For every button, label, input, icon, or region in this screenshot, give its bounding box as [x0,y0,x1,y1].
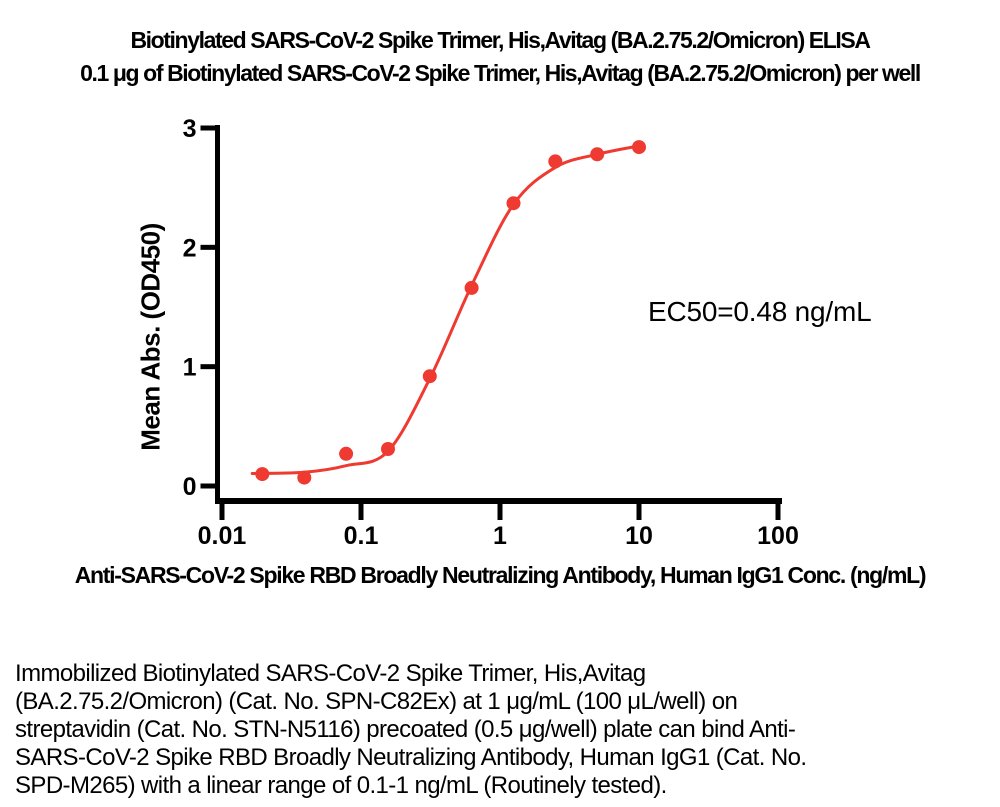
description-line: SARS-CoV-2 Spike RBD Broadly Neutralizin… [15,744,807,771]
data-point [255,467,270,482]
y-tick-label: 0 [183,473,197,501]
description-line: Immobilized Biotinylated SARS-CoV-2 Spik… [15,660,646,687]
chart-title-block: Biotinylated SARS-CoV-2 Spike Trimer, Hi… [0,24,1000,90]
fit-curve [250,144,641,475]
x-tick-label: 0.1 [344,522,379,550]
description-line: SPD-M265) with a linear range of 0.1-1 n… [15,772,667,799]
chart-subtitle: 0.1 μg of Biotinylated SARS-CoV-2 Spike … [80,60,921,86]
data-point [632,140,646,155]
x-tick-label: 1 [493,522,507,550]
y-tick-label: 3 [183,115,197,143]
description-line: (BA.2.75.2/Omicron) (Cat. No. SPN-C82Ex)… [15,688,738,715]
x-tick-label: 10 [625,522,653,550]
y-axis-title: Mean Abs. (OD450) [135,223,166,451]
description-line: streptavidin (Cat. No. STN-N5116) precoa… [15,716,796,743]
ec50-annotation: EC50=0.48 ng/mL [648,296,872,327]
data-point [422,369,437,384]
data-point [297,470,312,485]
description-paragraph: Immobilized Biotinylated SARS-CoV-2 Spik… [15,660,975,800]
data-point [506,196,521,211]
chart-title: Biotinylated SARS-CoV-2 Spike Trimer, Hi… [130,27,870,53]
x-tick-label: 0.01 [198,522,247,550]
y-tick-label: 2 [183,234,197,262]
data-point [548,154,563,169]
data-point [464,280,479,295]
x-axis-title: Anti-SARS-CoV-2 Spike RBD Broadly Neutra… [74,562,927,588]
x-tick-label: 100 [757,522,799,550]
data-point [381,442,395,456]
data-point [590,147,605,162]
y-tick-label: 1 [183,354,197,382]
data-point [339,446,354,461]
